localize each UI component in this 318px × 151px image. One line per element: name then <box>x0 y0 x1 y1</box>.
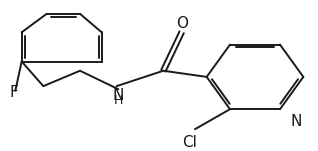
Text: H: H <box>114 94 123 107</box>
Text: O: O <box>176 16 188 31</box>
Text: N: N <box>113 88 124 103</box>
Text: Cl: Cl <box>183 135 197 150</box>
Text: F: F <box>9 85 18 100</box>
Text: N: N <box>290 114 301 129</box>
